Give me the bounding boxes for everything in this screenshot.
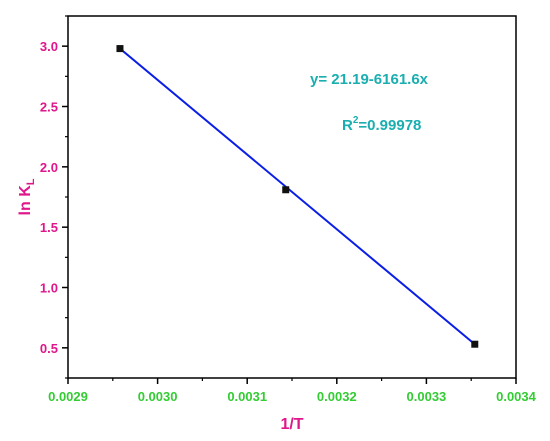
x-tick-label: 0.0032 [317,389,357,404]
x-tick-label: 0.0031 [227,389,267,404]
r2-prefix: R [342,117,353,134]
y-axis-ticks: 0.5 1.0 1.5 2.0 2.5 3.0 [40,15,68,379]
y-tick-label: 1.5 [40,220,58,235]
x-tick-label: 0.0034 [496,389,537,404]
fit-equation: y= 21.19-6161.6x [310,71,429,88]
data-point [116,45,124,53]
x-tick-label: 0.0029 [48,389,88,404]
x-tick-label: 0.0033 [407,389,447,404]
y-tick-label: 2.5 [40,100,58,115]
y-tick-label: 0.5 [40,341,58,356]
y-axis-title: ln KL [17,178,37,215]
data-points [116,45,479,348]
x-tick-label: 0.0030 [138,389,178,404]
r2-superscript: 2 [353,115,359,126]
y-axis-title-main: ln K [17,185,34,216]
x-axis-title: 1/T [280,416,303,433]
r-squared-annotation: R2=0.99978 [342,115,421,134]
data-point [282,186,290,194]
x-axis-ticks: 0.0029 0.0030 0.0031 0.0032 0.0033 0.0034 [48,378,537,404]
data-point [471,340,479,348]
fit-line [119,47,476,345]
y-tick-label: 3.0 [40,39,58,54]
y-tick-label: 2.0 [40,160,58,175]
y-axis-title-subscript: L [25,178,37,185]
r2-value: =0.99978 [358,117,421,134]
y-tick-label: 1.0 [40,281,58,296]
